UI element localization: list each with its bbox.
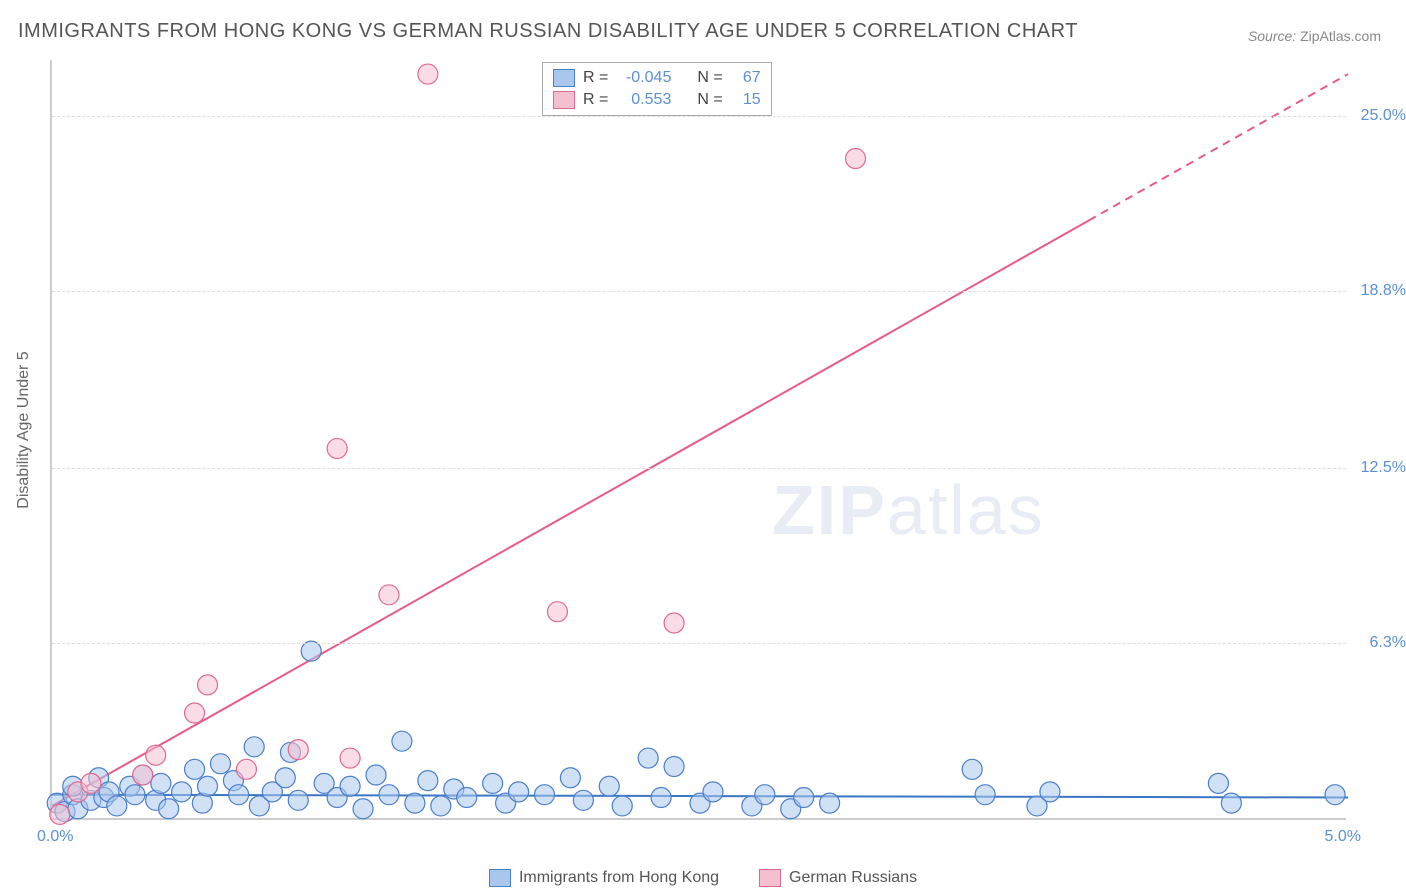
y-tick-label: 25.0% xyxy=(1361,107,1406,125)
data-point xyxy=(327,438,347,458)
source-attribution: Source: ZipAtlas.com xyxy=(1248,28,1381,44)
data-point xyxy=(340,776,360,796)
data-point xyxy=(560,768,580,788)
data-point xyxy=(534,785,554,805)
chart-title: IMMIGRANTS FROM HONG KONG VS GERMAN RUSS… xyxy=(18,20,1078,43)
data-point xyxy=(1325,785,1345,805)
data-point xyxy=(457,787,477,807)
data-point xyxy=(133,765,153,785)
data-point xyxy=(50,804,70,824)
data-point xyxy=(1040,782,1060,802)
grid-line xyxy=(52,468,1346,469)
plot-area: ZIPatlas R =-0.045N =67R =0.553N =15 0.0… xyxy=(50,60,1346,820)
data-point xyxy=(185,703,205,723)
stat-n-label: N = xyxy=(697,69,722,87)
bottom-legend-item: Immigrants from Hong Kong xyxy=(489,869,719,887)
data-point xyxy=(1208,773,1228,793)
data-point xyxy=(340,748,360,768)
data-point xyxy=(599,776,619,796)
grid-line xyxy=(52,291,1346,292)
legend-stats-box: R = -0.045 N = 67 R = 0.553 N = 15 xyxy=(542,62,772,116)
data-point xyxy=(509,782,529,802)
legend-swatch xyxy=(489,869,511,887)
data-point xyxy=(431,796,451,816)
legend-stats-row: R = -0.045 N = 67 xyxy=(553,67,761,89)
legend-swatch xyxy=(759,869,781,887)
y-tick-label: 12.5% xyxy=(1361,459,1406,477)
data-point xyxy=(573,790,593,810)
data-point xyxy=(755,785,775,805)
data-point xyxy=(664,613,684,633)
data-point xyxy=(703,782,723,802)
y-tick-label: 18.8% xyxy=(1361,282,1406,300)
trendline-dashed xyxy=(1089,74,1348,220)
stat-r-value: 0.553 xyxy=(616,91,671,109)
legend-label: German Russians xyxy=(789,869,917,887)
data-point xyxy=(392,731,412,751)
data-point xyxy=(210,754,230,774)
data-point xyxy=(107,796,127,816)
data-point xyxy=(405,793,425,813)
x-origin-label: 0.0% xyxy=(37,828,73,846)
bottom-legend-item: German Russians xyxy=(759,869,917,887)
stat-n-value: 67 xyxy=(731,69,761,87)
data-point xyxy=(975,785,995,805)
data-point xyxy=(301,641,321,661)
data-point xyxy=(820,793,840,813)
bottom-legend: Immigrants from Hong Kong German Russians xyxy=(0,869,1406,887)
data-point xyxy=(172,782,192,802)
source-label: Source: xyxy=(1248,28,1296,44)
source-value: ZipAtlas.com xyxy=(1300,28,1381,44)
data-point xyxy=(229,785,249,805)
data-point xyxy=(198,776,218,796)
stat-n-value: 15 xyxy=(731,91,761,109)
y-axis-title: Disability Age Under 5 xyxy=(15,351,33,508)
data-point xyxy=(418,64,438,84)
legend-label: Immigrants from Hong Kong xyxy=(519,869,719,887)
stat-r-label: R = xyxy=(583,91,608,109)
stat-r-label: R = xyxy=(583,69,608,87)
data-point xyxy=(81,773,101,793)
data-point xyxy=(418,771,438,791)
data-point xyxy=(483,773,503,793)
legend-stats-row: R = 0.553 N = 15 xyxy=(553,89,761,111)
legend-swatch xyxy=(553,69,575,87)
data-point xyxy=(379,585,399,605)
data-point xyxy=(846,149,866,169)
data-point xyxy=(651,787,671,807)
data-point xyxy=(1221,793,1241,813)
data-point xyxy=(236,759,256,779)
stat-n-label: N = xyxy=(697,91,722,109)
data-point xyxy=(288,790,308,810)
data-point xyxy=(353,799,373,819)
data-point xyxy=(962,759,982,779)
data-point xyxy=(366,765,386,785)
data-point xyxy=(664,757,684,777)
data-point xyxy=(638,748,658,768)
data-point xyxy=(288,740,308,760)
data-point xyxy=(146,745,166,765)
data-point xyxy=(159,799,179,819)
legend-swatch xyxy=(553,91,575,109)
data-point xyxy=(244,737,264,757)
trendline xyxy=(52,220,1089,805)
x-max-label: 5.0% xyxy=(1325,828,1361,846)
stat-r-value: -0.045 xyxy=(616,69,671,87)
data-point xyxy=(379,785,399,805)
data-point xyxy=(125,785,145,805)
plot-svg xyxy=(52,60,1346,818)
grid-line xyxy=(52,643,1346,644)
data-point xyxy=(612,796,632,816)
grid-line xyxy=(52,116,1346,117)
data-point xyxy=(185,759,205,779)
data-point xyxy=(794,787,814,807)
y-tick-label: 6.3% xyxy=(1370,634,1406,652)
data-point xyxy=(198,675,218,695)
data-point xyxy=(275,768,295,788)
data-point xyxy=(151,773,171,793)
data-point xyxy=(547,602,567,622)
